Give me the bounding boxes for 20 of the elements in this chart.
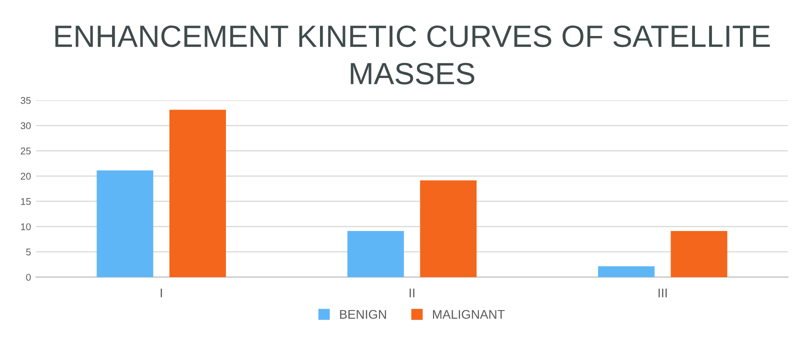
y-tick-label: 15 xyxy=(21,198,31,205)
y-tick-label: 30 xyxy=(20,122,31,130)
y-tick-label: 5 xyxy=(26,248,31,256)
y-tick-label: 0 xyxy=(26,274,31,281)
y-tick-label: 35 xyxy=(20,97,31,104)
x-tick-label: III xyxy=(658,288,667,298)
legend-label: MALIGNANT xyxy=(433,310,505,319)
bar xyxy=(96,170,154,278)
chart-title: ENHANCEMENT KINETIC CURVES OF SATELLITE MASSES xyxy=(55,25,770,84)
bar xyxy=(420,180,477,278)
x-tick-label: I xyxy=(160,288,162,298)
bar xyxy=(347,230,404,278)
y-tick-label: 10 xyxy=(21,223,31,230)
legend-label: BENIGN xyxy=(340,310,386,319)
y-tick-label: 20 xyxy=(20,172,31,180)
bar xyxy=(670,230,728,278)
y-tick-label: 25 xyxy=(20,148,31,154)
bar xyxy=(598,266,655,278)
bar xyxy=(169,110,226,278)
x-tick-label: II xyxy=(410,288,414,298)
